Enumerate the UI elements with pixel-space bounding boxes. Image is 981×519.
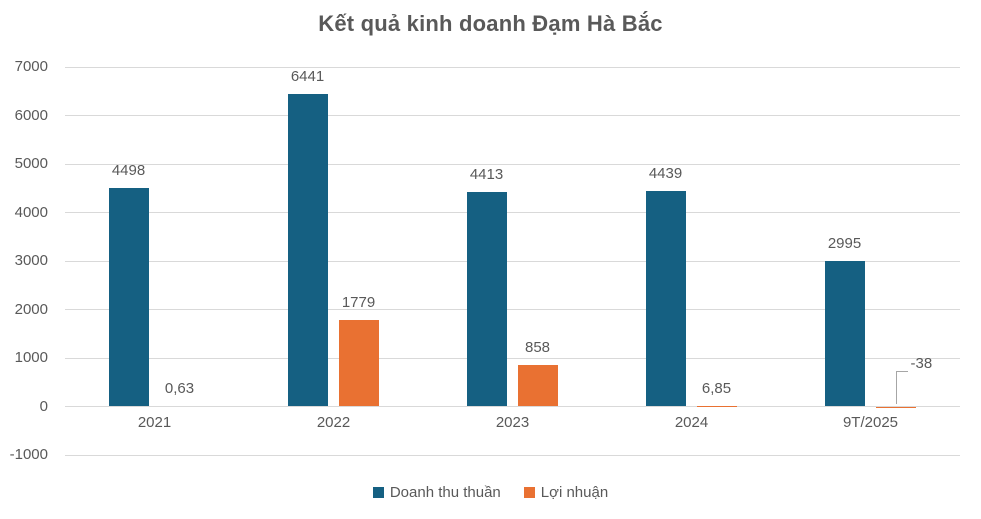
callout-leader-vertical	[895, 370, 897, 404]
legend-label-loi-nhuan: Lợi nhuận	[540, 483, 609, 501]
plot-area: 4498 6441 4413 4439 2995 0,63 1779 858 6,85 -38 20…	[65, 66, 960, 456]
value-label-Doanh thu thuần-2022: 6441	[290, 68, 325, 86]
bar-Doanh thu thuần-9T/2025	[824, 261, 865, 407]
bar-Lợi nhuận-9T/2025	[875, 406, 916, 409]
y-tick-label-3000: 3000	[14, 252, 48, 269]
gridline-2000	[65, 309, 960, 310]
bar-Lợi nhuận-2022	[338, 320, 379, 407]
legend-swatch-loi-nhuan	[523, 486, 535, 498]
gridline-1000	[65, 357, 960, 359]
legend: Doanh thu thuần Lợi nhuận	[0, 481, 981, 503]
y-tick-label-7000: 7000	[14, 58, 48, 75]
category-label-9T/2025: 9T/2025	[842, 413, 899, 431]
category-label-2023: 2023	[495, 413, 530, 431]
category-label-2021: 2021	[137, 413, 172, 431]
value-label-Lợi nhuận-2023: 858	[524, 338, 551, 356]
bar-Doanh thu thuần-2022	[287, 94, 328, 407]
gridline-7000	[65, 66, 960, 68]
legend-item-loi-nhuan: Lợi nhuận	[523, 483, 609, 501]
value-label-Lợi nhuận-2021: 0,63	[164, 380, 195, 398]
y-axis: 7000 6000 5000 4000 3000 2000 1000 0 -1000	[0, 0, 48, 519]
y-tick-label-0: 0	[39, 397, 48, 415]
value-label-Lợi nhuận-2024: 6,85	[701, 380, 732, 398]
value-label-Lợi nhuận-9T/2025: -38	[910, 354, 933, 372]
gridline-3000	[65, 260, 960, 262]
bar-Doanh thu thuần-2023	[466, 192, 507, 407]
value-label-Lợi nhuận-2022: 1779	[341, 294, 376, 312]
legend-swatch-doanh-thu-thuan	[372, 486, 384, 498]
gridline-5000	[65, 163, 960, 165]
y-tick-label-4000: 4000	[14, 203, 48, 221]
y-tick-label-5000: 5000	[14, 155, 48, 172]
gridline--1000	[65, 454, 960, 456]
y-tick-label-2000: 2000	[14, 300, 48, 318]
y-tick-label--1000: -1000	[9, 446, 48, 463]
bar-Lợi nhuận-2023	[517, 364, 558, 407]
value-label-Doanh thu thuần-2024: 4439	[648, 165, 683, 183]
chart-title: Kết quả kinh doanh Đạm Hà Bắc	[318, 11, 663, 36]
value-label-Doanh thu thuần-9T/2025: 2995	[827, 235, 862, 253]
legend-item-doanh-thu-thuan: Doanh thu thuần	[372, 483, 501, 501]
category-label-2024: 2024	[674, 413, 709, 431]
y-tick-label-6000: 6000	[14, 106, 48, 124]
y-tick-label-1000: 1000	[14, 349, 48, 366]
bar-Doanh thu thuần-2024	[645, 191, 686, 407]
bar-Doanh thu thuần-2021	[108, 188, 149, 407]
value-label-Doanh thu thuần-2023: 4413	[469, 166, 504, 184]
gridline-6000	[65, 115, 960, 116]
gridline-0	[65, 406, 960, 407]
legend-label-doanh-thu-thuan: Doanh thu thuần	[389, 483, 501, 501]
callout-leader-horizontal	[895, 370, 908, 372]
value-label-Doanh thu thuần-2021: 4498	[111, 162, 146, 180]
gridline-4000	[65, 212, 960, 213]
category-label-2022: 2022	[316, 413, 351, 431]
